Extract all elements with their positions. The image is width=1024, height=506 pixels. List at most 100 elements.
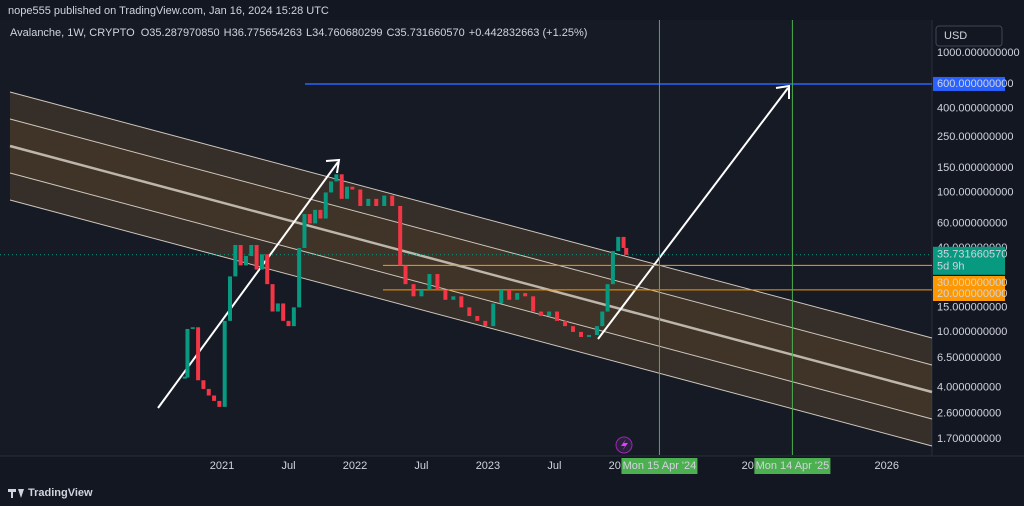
channel-lines [9,91,933,447]
footer [0,480,1024,506]
x-tick-label: Jul [414,460,428,472]
level-label-box [933,287,1005,301]
x-tick-label: 2021 [210,460,234,472]
candle [222,320,227,407]
level-label: 30.000000000 [937,277,1007,289]
candle [621,236,626,248]
candle [515,293,520,300]
candle [398,205,403,266]
candle [475,316,480,321]
candle [579,331,584,337]
y-tick-label: 2.600000000 [937,407,1001,419]
candle [403,265,408,285]
candle [297,247,302,308]
candle [382,195,387,206]
candle [249,244,254,257]
y-tick-label: 4.000000000 [937,381,1001,393]
candle [427,274,432,290]
level-label: 20.000000000 [937,288,1007,300]
candle [259,254,264,270]
candle [390,195,395,206]
y-tick-label: 250.000000000 [937,131,1013,143]
marker-label: Mon 15 Apr '24 [623,460,697,472]
candle [563,320,568,327]
candle [243,256,248,266]
candle [374,198,379,206]
candle [610,251,615,285]
currency[interactable]: USD [944,30,967,42]
x-tick-label: 2026 [875,460,899,472]
candle [600,311,605,327]
candle [313,209,318,224]
candle [212,395,217,401]
candle [459,296,464,308]
y-tick-label: 100.000000000 [937,186,1013,198]
ohlc-value: 34.760680299 [312,27,382,39]
candle [451,296,456,300]
symbol: Avalanche, 1W, CRYPTO [10,27,135,39]
candle [358,189,363,206]
last-price-box [933,246,1005,275]
candle [547,311,552,317]
candle [594,326,599,336]
candle [350,186,355,190]
x-tick-label: Jul [547,460,561,472]
candle [571,326,576,332]
candle [281,303,286,321]
candle [265,254,270,285]
x-tick-label: 2022 [343,460,367,472]
candle [366,198,371,206]
candle [339,174,344,199]
y-tick-label: 150.000000000 [937,162,1013,174]
candle [467,307,472,317]
candle [555,311,560,321]
candle [185,328,190,378]
y-tick-label: 1.700000000 [937,433,1001,445]
marker-label: Mon 14 Apr '25 [756,460,830,472]
ohlc-value: 35.731660570 [394,27,464,39]
candle [483,320,488,327]
candle [539,311,544,317]
candle [275,303,280,312]
currency-button[interactable] [935,25,1003,47]
candle [624,247,629,255]
y-tick-label: 6.500000000 [937,352,1001,364]
candle [411,284,416,297]
candle [302,214,307,248]
candle [206,388,211,396]
candle [419,289,424,297]
y-tick-label: 1000.000000000 [937,47,1020,59]
level-label: 600.000000000 [937,78,1013,90]
candle [318,209,323,219]
candle [270,284,275,312]
publisher: nope555 published on TradingView.com, Ja… [8,5,329,17]
ohlc-key: C [386,27,394,39]
candle [605,284,610,312]
y-tick-label: 400.000000000 [937,102,1013,114]
brand: TradingView [28,487,93,499]
alert-icon[interactable] [615,436,633,454]
level-label-box [933,76,1005,91]
candle [307,214,312,224]
ohlc-value: 35.287970850 [149,27,219,39]
ohlc-key: H [224,27,232,39]
candle [435,274,440,290]
countdown: 5d 9h [937,261,965,273]
y-tick-label: 15.000000000 [937,301,1007,313]
candle [616,236,621,252]
plot-area [0,20,932,456]
candle [238,244,243,266]
y-tick-label: 60.000000000 [937,217,1007,229]
candle [286,320,291,327]
candle [196,327,201,381]
marker-label-box [754,458,831,474]
candle [217,400,222,407]
candle [254,244,259,270]
ohlc-value: 36.775654263 [232,27,302,39]
x-tick-label: Jul [281,460,295,472]
ohlc-key: O [141,27,150,39]
candle [443,289,448,300]
ohlc-key: L [306,27,312,39]
candle [531,296,536,312]
candle [586,335,591,337]
